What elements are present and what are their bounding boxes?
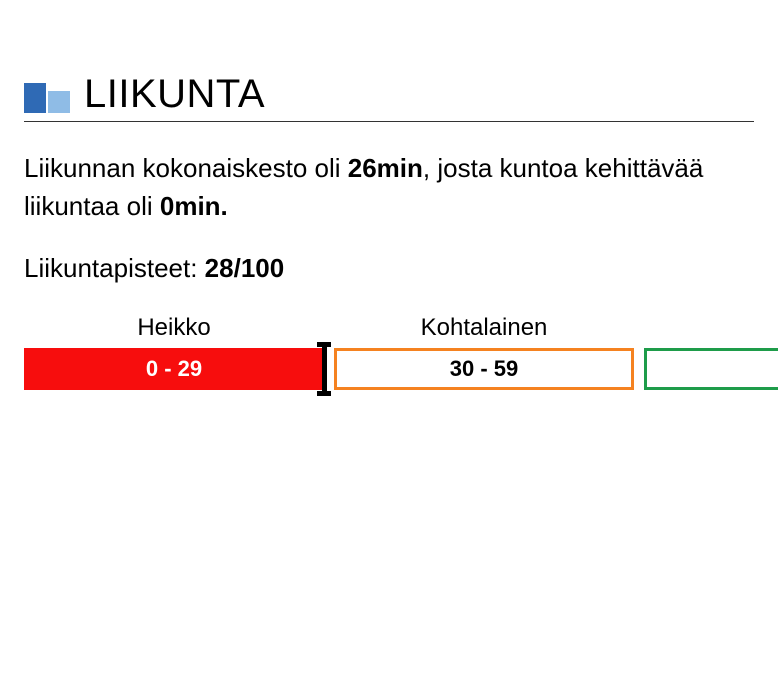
scale-segment: 30 - 59 — [334, 348, 634, 390]
summary-duration: 26min — [348, 153, 423, 183]
score-scale: Heikko Kohtalainen H 0 - 2930 - 5960 — [24, 314, 778, 390]
summary-text: Liikunnan kokonaiskesto oli 26min, josta… — [24, 150, 754, 225]
section-title: LIIKUNTA — [84, 72, 265, 117]
scale-segment-label: Kohtalainen — [334, 314, 634, 342]
points-label: Liikuntapisteet: — [24, 253, 205, 283]
section-header: LIIKUNTA — [24, 72, 754, 122]
points-line: Liikuntapisteet: 28/100 — [24, 253, 754, 284]
points-value: 28/100 — [205, 253, 285, 283]
bars-icon — [24, 81, 74, 117]
scale-segment: 60 — [644, 348, 778, 390]
scale-labels-row: Heikko Kohtalainen H — [24, 314, 778, 342]
scale-bars-row: 0 - 2930 - 5960 — [24, 348, 778, 390]
scale-segment: 0 - 29 — [24, 348, 324, 390]
scale-segment-label: Heikko — [24, 314, 324, 342]
scale-segment-label: H — [644, 314, 778, 342]
summary-before: Liikunnan kokonaiskesto oli — [24, 153, 348, 183]
summary-fitness: 0min. — [160, 191, 228, 221]
